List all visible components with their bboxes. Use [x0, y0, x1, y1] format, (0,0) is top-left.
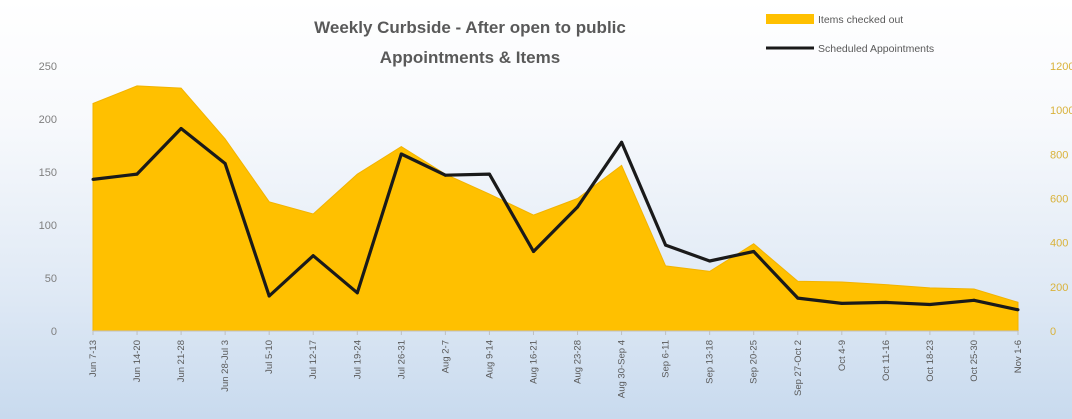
x-tick-label: Jun 28-Jul 3	[220, 340, 231, 392]
line-scheduled-appointments	[92, 126, 1019, 312]
x-tick-label: Sep 27-Oct 2	[793, 340, 804, 396]
x-tick-label: Jun 21-28	[176, 340, 187, 382]
x-tick-label: Aug 9-14	[484, 340, 495, 379]
legend-label-items: Items checked out	[818, 14, 903, 26]
plot-area	[91, 85, 1020, 332]
x-tick-label: Nov 1-6	[1013, 340, 1024, 373]
x-tick-label: Aug 2-7	[440, 340, 451, 373]
y-left-tick-label: 150	[39, 167, 57, 179]
x-tick-label: Sep 13-18	[705, 340, 716, 384]
y-axis-left: 0 50 100 150 200 250	[39, 61, 57, 338]
y-right-tick-label: 1000	[1050, 105, 1072, 117]
x-tick-label: Aug 30-Sep 4	[617, 340, 628, 398]
legend: Items checked out Scheduled Appointments	[766, 14, 934, 55]
y-right-tick-label: 1200	[1050, 61, 1072, 73]
x-tick-label: Aug 16-21	[529, 340, 540, 384]
chart-title: Weekly Curbside - After open to public	[314, 18, 626, 37]
appointments-point	[179, 127, 183, 130]
appointments-point	[972, 298, 976, 302]
appointments-point	[399, 152, 403, 156]
appointments-point	[267, 294, 271, 298]
y-left-tick-label: 50	[45, 273, 57, 285]
y-right-tick-label: 800	[1050, 149, 1068, 161]
appointments-point	[443, 173, 447, 177]
x-tick-label: Sep 6-11	[661, 340, 672, 378]
x-tick-label: Jul 12-17	[308, 340, 319, 379]
y-right-tick-label: 400	[1050, 238, 1068, 250]
x-tick-label: Oct 11-16	[881, 340, 892, 381]
legend-label-appointments: Scheduled Appointments	[818, 43, 934, 55]
appointments-point	[355, 291, 359, 295]
y-left-tick-label: 0	[51, 326, 57, 338]
appointments-point	[1016, 308, 1020, 312]
appointments-point	[576, 205, 579, 209]
y-right-tick-label: 600	[1050, 194, 1068, 206]
appointments-point	[664, 243, 668, 247]
x-axis: Jun 7-13 Jun 14-20 Jun 21-28 Jun 28-Jul 3 Ju…	[88, 331, 1024, 398]
chart-subtitle: Appointments & Items	[380, 48, 560, 67]
appointments-point	[620, 140, 624, 144]
x-tick-label: Jul 19-24	[352, 340, 363, 379]
legend-swatch-items	[766, 14, 814, 24]
y-left-tick-label: 100	[39, 220, 57, 232]
appointments-point	[884, 300, 888, 304]
x-tick-label: Jul 26-31	[396, 340, 407, 379]
x-tick-label: Oct 25-30	[969, 340, 980, 382]
y-right-tick-label: 200	[1050, 282, 1068, 294]
appointments-point	[840, 301, 844, 305]
appointments-point	[796, 296, 800, 300]
x-tick-label: Jun 7-13	[88, 340, 99, 377]
area-items-checked-out	[92, 85, 1019, 332]
y-left-tick-label: 200	[39, 114, 57, 126]
y-right-tick-label: 0	[1050, 326, 1056, 338]
appointments-point	[135, 172, 139, 176]
title-group: Weekly Curbside - After open to public A…	[314, 18, 626, 67]
x-tick-label: Oct 4-9	[837, 340, 848, 371]
appointments-point	[91, 177, 95, 181]
appointments-point	[708, 259, 712, 263]
y-left-tick-label: 250	[39, 61, 57, 73]
x-tick-label: Aug 23-28	[573, 340, 584, 384]
appointments-point	[752, 250, 756, 253]
x-tick-label: Jun 14-20	[132, 340, 143, 382]
x-tick-label: Jul 5-10	[264, 340, 275, 374]
x-tick-label: Oct 18-23	[925, 340, 936, 382]
appointments-point	[532, 250, 535, 253]
y-axis-right: 0 200 400 600 800 1000 1200	[1050, 61, 1072, 338]
appointments-point	[223, 162, 227, 165]
appointments-point	[487, 172, 491, 176]
appointments-point	[311, 254, 315, 258]
x-tick-label: Sep 20-25	[749, 340, 760, 384]
appointments-point	[928, 303, 932, 306]
